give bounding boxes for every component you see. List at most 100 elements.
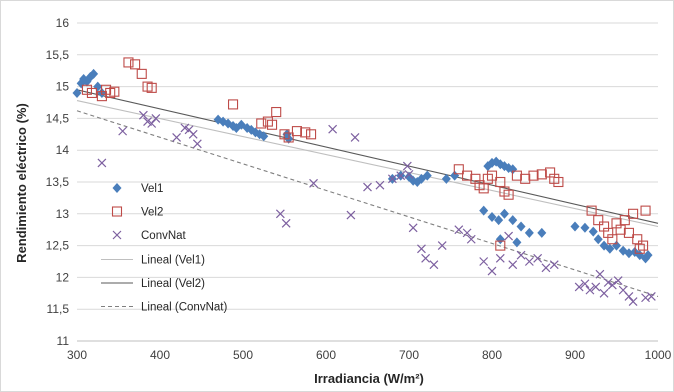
data-point xyxy=(275,209,285,219)
data-point xyxy=(450,170,460,181)
data-point xyxy=(640,205,651,216)
data-point xyxy=(300,127,311,138)
data-point xyxy=(281,218,291,228)
data-point xyxy=(453,164,464,175)
data-point xyxy=(494,215,504,226)
legend-marker xyxy=(112,183,122,193)
x-tick-label: 500 xyxy=(233,348,253,362)
data-point xyxy=(593,215,604,226)
y-tick-label: 11,5 xyxy=(47,302,70,316)
data-point xyxy=(628,208,639,219)
data-point xyxy=(528,170,539,181)
data-point xyxy=(504,231,514,241)
data-point xyxy=(524,227,534,238)
data-point xyxy=(646,292,656,301)
data-point xyxy=(495,253,505,263)
data-point xyxy=(188,129,198,139)
y-tick-label: 16 xyxy=(56,16,70,30)
data-point xyxy=(387,174,397,184)
legend-label: Vel2 xyxy=(141,207,163,219)
data-point xyxy=(429,260,439,270)
data-point xyxy=(588,226,598,237)
data-point xyxy=(172,133,182,142)
legend-marker xyxy=(111,206,123,217)
data-point xyxy=(487,266,497,276)
data-point xyxy=(541,263,551,273)
legend-label: Vel1 xyxy=(141,183,163,195)
x-tick-label: 900 xyxy=(565,348,585,362)
data-point xyxy=(93,81,103,92)
data-point xyxy=(512,237,522,248)
data-point xyxy=(603,278,613,287)
data-point xyxy=(624,292,634,301)
data-point xyxy=(495,240,506,251)
data-point xyxy=(109,86,120,97)
data-point xyxy=(516,250,526,260)
data-point xyxy=(118,126,128,136)
data-point xyxy=(586,205,597,216)
data-point xyxy=(516,221,526,232)
data-point xyxy=(130,59,141,70)
data-point xyxy=(607,280,617,290)
data-point xyxy=(283,132,294,143)
data-point xyxy=(266,119,278,130)
data-point xyxy=(624,248,634,259)
data-point xyxy=(72,87,82,98)
data-point xyxy=(638,240,649,251)
data-point xyxy=(495,234,505,245)
data-point xyxy=(227,99,239,110)
data-point xyxy=(309,178,318,188)
data-point xyxy=(192,139,202,149)
data-point xyxy=(635,250,645,261)
data-point xyxy=(643,250,653,261)
data-point xyxy=(508,215,518,226)
data-point xyxy=(375,180,385,190)
data-point xyxy=(466,234,476,244)
data-point xyxy=(641,293,650,303)
y-axis-title: Rendimiento eléctrico (%) xyxy=(14,103,29,263)
data-point xyxy=(259,131,269,142)
trendline xyxy=(76,110,659,298)
data-point xyxy=(89,68,99,79)
data-point xyxy=(479,257,489,266)
x-tick-label: 700 xyxy=(399,348,419,362)
legend-label: ConvNat xyxy=(141,230,187,242)
data-point xyxy=(570,221,580,232)
y-tick-label: 13,5 xyxy=(46,175,70,189)
data-point xyxy=(591,282,601,292)
data-point xyxy=(574,282,584,292)
data-point xyxy=(595,269,605,279)
x-tick-label: 300 xyxy=(67,348,87,362)
data-point xyxy=(533,253,543,263)
data-point xyxy=(632,234,643,245)
series-vel2 xyxy=(81,57,651,254)
data-point xyxy=(462,228,472,238)
gridlines xyxy=(77,22,658,310)
y-tick-labels: 11 11,5 12 12,5 13 13,5 14 14,5 15 15,5 16 xyxy=(46,16,70,348)
series-convnat xyxy=(97,110,656,306)
data-point xyxy=(346,210,356,220)
data-point xyxy=(619,215,630,226)
data-point xyxy=(553,176,564,188)
x-tick-label: 600 xyxy=(316,348,336,362)
data-point xyxy=(524,257,534,266)
data-point xyxy=(536,169,547,180)
data-point xyxy=(634,243,645,254)
x-tick-label: 1000 xyxy=(645,348,672,362)
data-point xyxy=(479,205,489,216)
y-tick-label: 12 xyxy=(56,270,70,284)
data-point xyxy=(437,241,447,251)
trendlines xyxy=(76,89,659,298)
y-tick-label: 11 xyxy=(57,334,70,348)
data-point xyxy=(146,82,157,93)
data-point xyxy=(417,244,426,254)
data-point xyxy=(271,106,282,118)
data-point xyxy=(151,113,161,123)
data-point xyxy=(623,227,635,238)
data-point xyxy=(508,260,518,270)
data-point xyxy=(613,276,623,286)
data-point xyxy=(86,87,97,99)
x-tick-labels: 300 400 500 600 700 800 900 1000 xyxy=(67,348,672,362)
